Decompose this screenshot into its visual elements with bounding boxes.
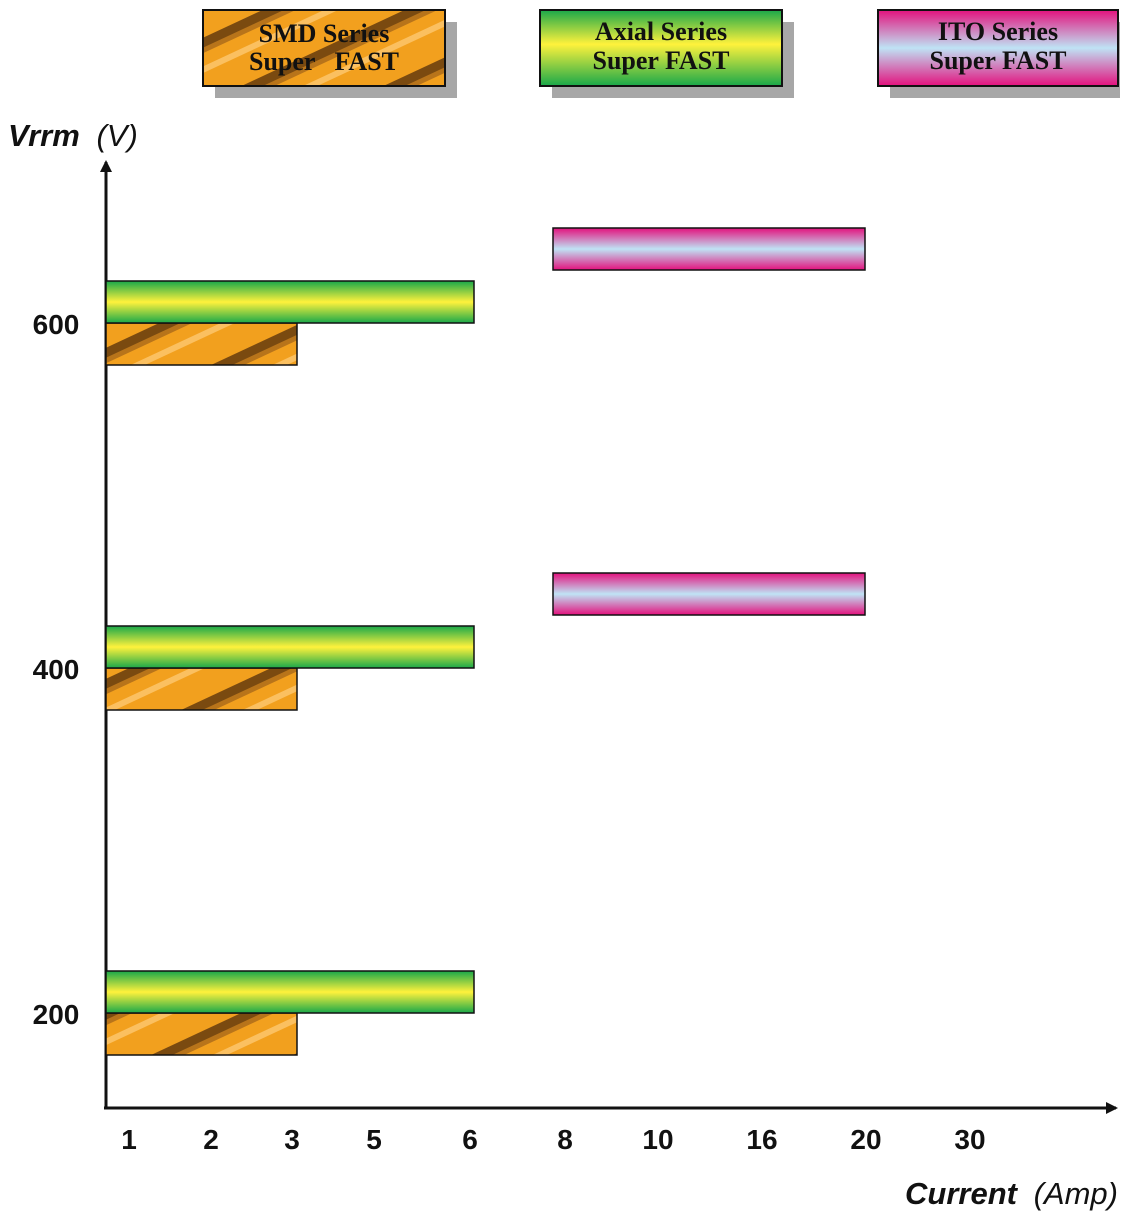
x-tick-label: 5 — [366, 1124, 382, 1155]
x-tick-label: 1 — [121, 1124, 137, 1155]
bar-axial-200 — [105, 970, 475, 1014]
bar-smd-600 — [105, 322, 298, 366]
x-axis-title: Current (Amp) — [905, 1176, 1118, 1211]
legend-label-smd-line1: SMD Series — [259, 19, 390, 48]
bar-smd-200 — [105, 1012, 298, 1056]
legend-swatch-ito — [877, 9, 1119, 87]
x-axis-title-main: Current — [905, 1176, 1019, 1211]
y-axis-title: Vrrm (V) — [8, 118, 138, 153]
x-tick-label: 10 — [642, 1124, 673, 1155]
legend-item-axial: Axial Series Super FAST — [539, 9, 794, 98]
bar-axial-400 — [105, 625, 475, 669]
bar-ito-600 — [552, 227, 866, 271]
x-tick-label: 2 — [203, 1124, 219, 1155]
legend-item-smd: SMD Series Super FAST — [202, 9, 457, 98]
x-tick-label: 30 — [954, 1124, 985, 1155]
y-tick-label: 600 — [33, 309, 80, 340]
legend-label-smd-line2: Super FAST — [249, 47, 399, 76]
x-tick-label: 16 — [746, 1124, 777, 1155]
legend-label-axial-line1: Axial Series — [595, 17, 727, 46]
y-axis-title-unit: (V) — [96, 118, 137, 153]
legend-swatch-smd — [202, 9, 446, 87]
legend-label-axial-line2: Super FAST — [592, 46, 729, 75]
legend-label-ito-line1: ITO Series — [938, 17, 1058, 46]
bar-smd-400 — [105, 667, 298, 711]
x-tick-label: 20 — [850, 1124, 881, 1155]
y-tick-label: 400 — [33, 654, 80, 685]
legend-item-ito: ITO Series Super FAST — [877, 9, 1120, 98]
bars — [105, 227, 866, 1056]
y-tick-labels: 200 400 600 — [33, 309, 80, 1030]
x-tick-label: 3 — [284, 1124, 300, 1155]
x-tick-labels: 1 2 3 5 6 8 10 16 20 30 — [121, 1124, 985, 1155]
bar-axial-600 — [105, 280, 475, 324]
x-tick-label: 6 — [462, 1124, 478, 1155]
legend-label-ito-line2: Super FAST — [929, 46, 1066, 75]
y-axis-title-main: Vrrm — [8, 118, 80, 153]
legend: SMD Series Super FAST Axial Series Super… — [202, 9, 1120, 98]
legend-swatch-axial — [539, 9, 783, 87]
x-axis-title-unit: (Amp) — [1034, 1176, 1118, 1211]
x-tick-label: 8 — [557, 1124, 573, 1155]
bar-ito-400 — [552, 572, 866, 616]
y-tick-label: 200 — [33, 999, 80, 1030]
